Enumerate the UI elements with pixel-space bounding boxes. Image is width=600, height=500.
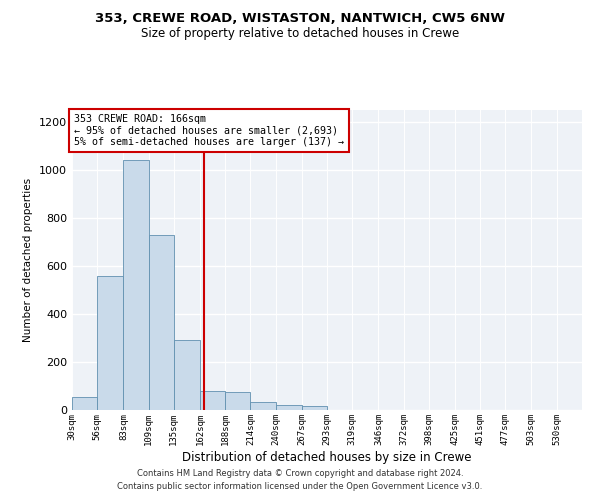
Y-axis label: Number of detached properties: Number of detached properties xyxy=(23,178,34,342)
Bar xyxy=(302,406,327,410)
Bar xyxy=(124,160,149,410)
Bar xyxy=(200,391,225,410)
Bar xyxy=(174,340,200,410)
Bar xyxy=(149,235,174,410)
Bar xyxy=(97,276,124,410)
Text: 353 CREWE ROAD: 166sqm
← 95% of detached houses are smaller (2,693)
5% of semi-d: 353 CREWE ROAD: 166sqm ← 95% of detached… xyxy=(74,114,344,147)
Bar xyxy=(72,397,97,410)
Text: 353, CREWE ROAD, WISTASTON, NANTWICH, CW5 6NW: 353, CREWE ROAD, WISTASTON, NANTWICH, CW… xyxy=(95,12,505,26)
Text: Size of property relative to detached houses in Crewe: Size of property relative to detached ho… xyxy=(141,28,459,40)
Text: Contains HM Land Registry data © Crown copyright and database right 2024.: Contains HM Land Registry data © Crown c… xyxy=(137,468,463,477)
Text: Contains public sector information licensed under the Open Government Licence v3: Contains public sector information licen… xyxy=(118,482,482,491)
Bar xyxy=(250,402,275,410)
Bar xyxy=(275,405,302,410)
X-axis label: Distribution of detached houses by size in Crewe: Distribution of detached houses by size … xyxy=(182,450,472,464)
Bar xyxy=(225,392,250,410)
